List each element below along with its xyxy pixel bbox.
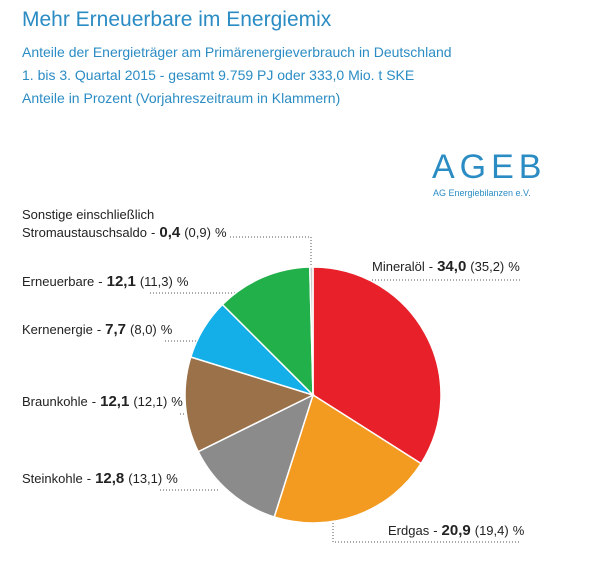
value-label: 7,7 (105, 321, 127, 338)
separator: - (86, 471, 92, 486)
category-label: Kernenergie (22, 322, 93, 337)
value-label: 12,1 (100, 393, 130, 410)
slice-label: Sonstige einschließlich Stromaustauschsa… (22, 206, 232, 242)
unit: % (166, 471, 178, 486)
separator: - (151, 225, 156, 240)
unit: % (176, 274, 189, 289)
previous-value-label: (0,9) (184, 225, 211, 240)
pie-slice (221, 266, 314, 397)
previous-value-label: (12,1) (133, 394, 168, 409)
logo-text: AG Energiebilanzen e.V. (433, 188, 531, 198)
unit: % (508, 259, 520, 274)
slice-label: Erdgas -20,9 (19,4)% (388, 522, 528, 540)
pie-slice (197, 393, 315, 518)
subtitle: Anteile der Energieträger am Primärenerg… (22, 44, 452, 60)
slice-label: Mineralöl -34,0 (35,2)% (372, 258, 524, 276)
value-label: 20,9 (441, 522, 471, 539)
value-label: 12,8 (95, 470, 125, 487)
unit: % (160, 322, 173, 337)
category-label: Sonstige einschließlich Stromaustauschsa… (22, 207, 155, 240)
previous-value-label: (8,0) (130, 322, 157, 337)
previous-value-label: (35,2) (470, 259, 505, 274)
pie-slice (273, 393, 423, 524)
previous-value-label: (19,4) (474, 523, 509, 538)
leader-line (332, 508, 520, 543)
subtitle: 1. bis 3. Quartal 2015 - gesamt 9.759 PJ… (22, 67, 415, 83)
category-label: Erneuerbare (22, 274, 95, 289)
slice-label: Braunkohle -12,1 (12,1)% (22, 393, 187, 411)
category-label: Braunkohle (22, 394, 88, 409)
separator: - (428, 259, 434, 274)
previous-value-label: (11,3) (139, 274, 173, 289)
subtitle: Anteile in Prozent (Vorjahreszeitraum in… (22, 90, 341, 106)
category-label: Steinkohle (22, 471, 83, 486)
value-label: 34,0 (437, 258, 467, 275)
chart-title: Mehr Erneuerbare im Energiemix (22, 8, 332, 31)
previous-value-label: (13,1) (128, 471, 163, 486)
category-label: Erdgas (388, 523, 430, 538)
unit: % (512, 523, 525, 538)
slice-label: Steinkohle -12,8 (13,1)% (22, 470, 182, 488)
separator: - (96, 322, 102, 337)
leader-line (230, 236, 312, 270)
separator: - (91, 394, 97, 409)
value-label: 0,4 (159, 224, 181, 241)
logo: AGEB (432, 148, 547, 186)
value-label: 12,1 (106, 273, 136, 290)
unit: % (171, 394, 183, 409)
separator: - (98, 274, 103, 289)
pie-slice (309, 266, 314, 396)
unit: % (214, 225, 227, 240)
separator: - (433, 523, 438, 538)
pie-slice (184, 356, 316, 453)
slice-label: Kernenergie -7,7 (8,0)% (22, 321, 176, 339)
slice-label: Erneuerbare -12,1 (11,3)% (22, 273, 192, 291)
category-label: Mineralöl (372, 259, 425, 274)
